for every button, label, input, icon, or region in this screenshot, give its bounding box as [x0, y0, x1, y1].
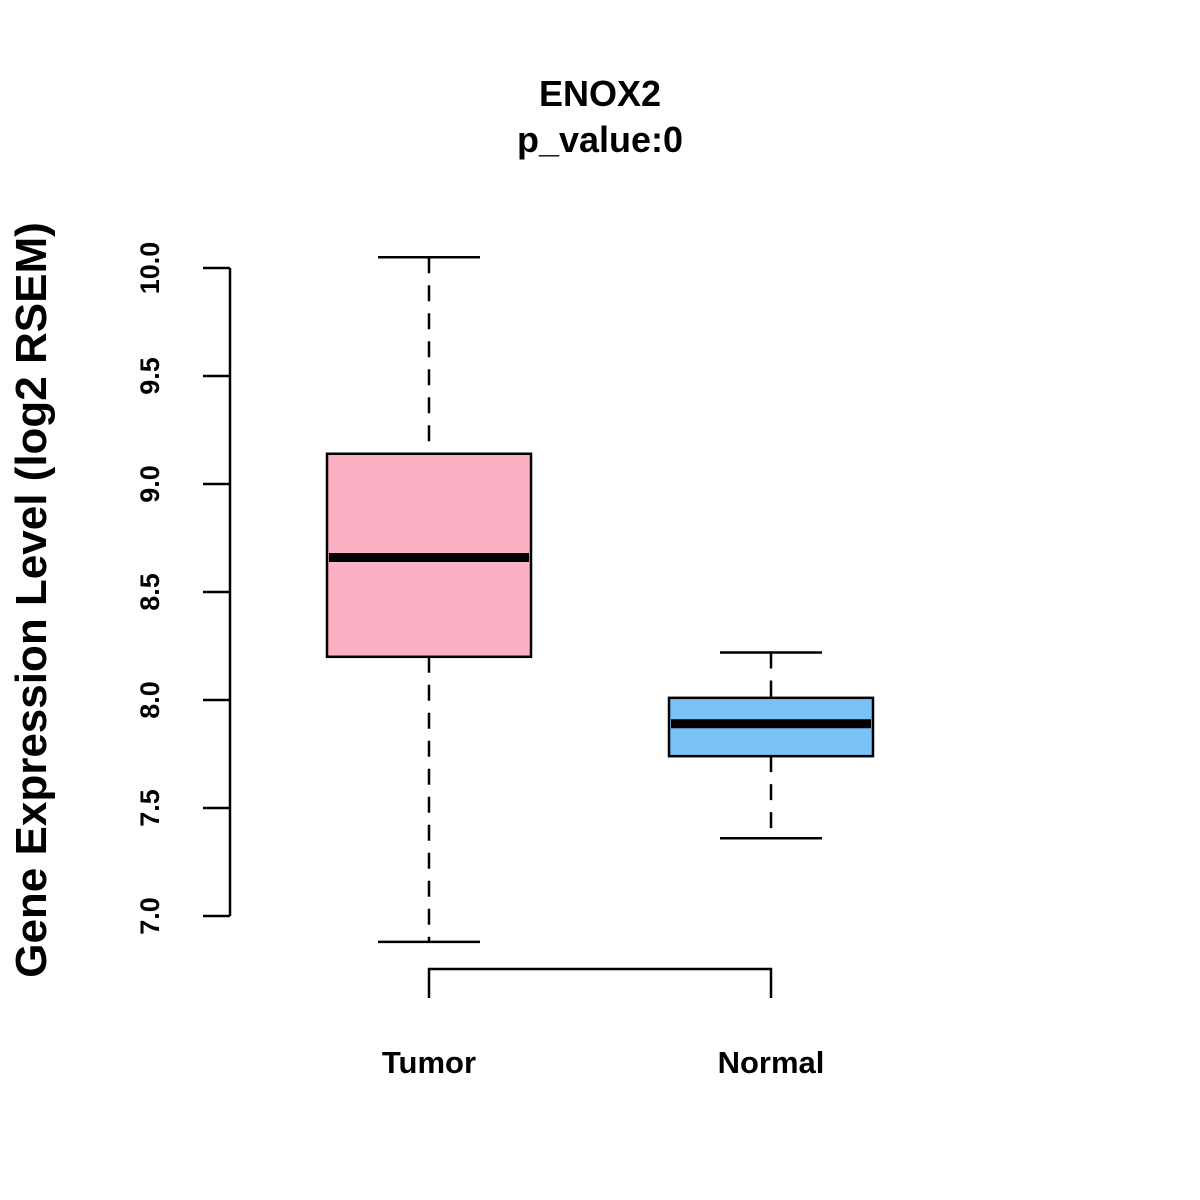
x-category-tumor: Tumor: [382, 1045, 476, 1080]
y-tick-label: 10.0: [135, 242, 165, 295]
box-series: [325, 255, 875, 944]
chart-title: ENOX2: [539, 73, 661, 114]
comparison-bracket: [427, 967, 773, 998]
y-tick-label: 9.0: [135, 465, 165, 503]
x-category-normal: Normal: [718, 1045, 825, 1080]
bracket-line: [427, 967, 773, 998]
y-axis: 7.0 7.5 8.0 8.5 9.0 9.5 10.0: [135, 242, 232, 935]
y-tick-label: 7.0: [135, 897, 165, 935]
x-axis-categories: Tumor Normal: [382, 1045, 824, 1080]
y-tick-label: 8.5: [135, 573, 165, 611]
y-tick-label: 9.5: [135, 357, 165, 395]
box-tumor: [325, 255, 533, 944]
y-tick-label: 8.0: [135, 681, 165, 719]
chart-subtitle: p_value:0: [517, 119, 683, 160]
box-normal: [667, 651, 875, 840]
y-tick-label: 7.5: [135, 789, 165, 827]
y-axis-label: Gene Expression Level (log2 RSEM): [7, 222, 56, 978]
